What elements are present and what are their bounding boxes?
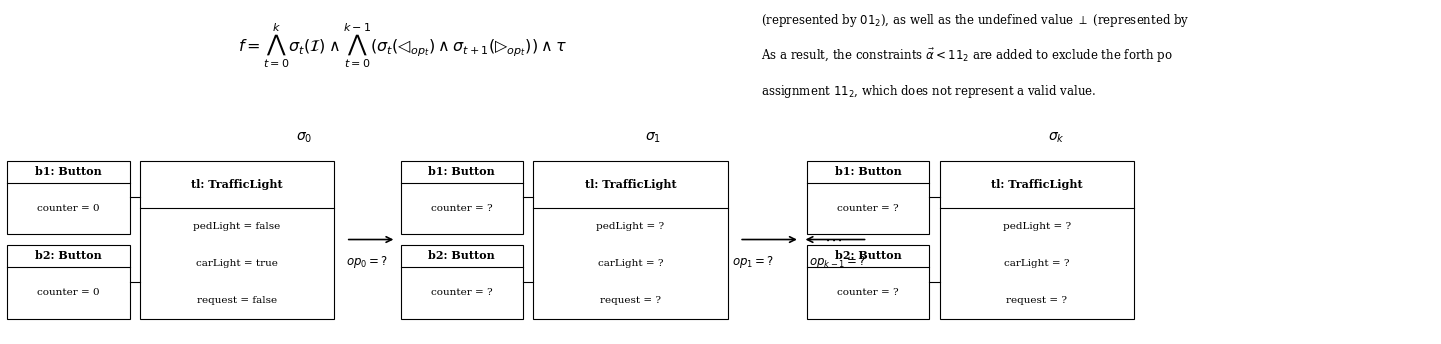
Text: tl: TrafficLight: tl: TrafficLight xyxy=(585,179,676,190)
Text: $op_{k-1} =?$: $op_{k-1} =?$ xyxy=(808,255,866,270)
Text: $\sigma_1$: $\sigma_1$ xyxy=(644,130,661,145)
Text: pedLight = ?: pedLight = ? xyxy=(1003,222,1071,231)
Text: (represented by $01_2$), as well as the undefined value $\perp$ (represented by: (represented by $01_2$), as well as the … xyxy=(761,12,1189,29)
Text: counter = ?: counter = ? xyxy=(431,204,493,213)
Text: $\sigma_k$: $\sigma_k$ xyxy=(1048,130,1065,145)
Text: request = ?: request = ? xyxy=(599,295,661,304)
Text: tl: TrafficLight: tl: TrafficLight xyxy=(991,179,1082,190)
Text: assignment $11_2$, which does not represent a valid value.: assignment $11_2$, which does not repres… xyxy=(761,83,1097,100)
Text: As a result, the constraints $\vec{\alpha} < 11_2$ are added to exclude the fort: As a result, the constraints $\vec{\alph… xyxy=(761,47,1173,65)
Text: b2: Button: b2: Button xyxy=(428,250,496,261)
Text: counter = 0: counter = 0 xyxy=(37,204,99,213)
Text: b1: Button: b1: Button xyxy=(834,166,902,177)
Text: b1: Button: b1: Button xyxy=(428,166,496,177)
Bar xyxy=(940,161,1134,319)
Bar xyxy=(401,161,523,234)
Text: b1: Button: b1: Button xyxy=(35,166,102,177)
Text: b2: Button: b2: Button xyxy=(834,250,902,261)
Text: request = ?: request = ? xyxy=(1006,295,1068,304)
Bar xyxy=(140,161,334,319)
Text: request = false: request = false xyxy=(197,295,277,304)
Text: counter = ?: counter = ? xyxy=(837,288,899,297)
Text: pedLight = ?: pedLight = ? xyxy=(597,222,664,231)
Text: counter = 0: counter = 0 xyxy=(37,288,99,297)
Bar xyxy=(807,161,929,234)
Text: carLight = ?: carLight = ? xyxy=(1004,259,1069,268)
Bar xyxy=(7,161,130,234)
Bar xyxy=(7,245,130,319)
Bar xyxy=(401,245,523,319)
Text: b2: Button: b2: Button xyxy=(35,250,102,261)
Text: carLight = true: carLight = true xyxy=(196,259,278,268)
Text: $op_0 =?$: $op_0 =?$ xyxy=(346,255,389,270)
Text: pedLight = false: pedLight = false xyxy=(193,222,281,231)
Text: $op_1 =?$: $op_1 =?$ xyxy=(732,255,774,270)
Text: carLight = ?: carLight = ? xyxy=(598,259,663,268)
Text: $\cdots$: $\cdots$ xyxy=(824,230,842,248)
Text: $f = \bigwedge_{t=0}^{k} \sigma_t(\mathcal{I}) \wedge \bigwedge_{t=0}^{k-1} (\si: $f = \bigwedge_{t=0}^{k} \sigma_t(\mathc… xyxy=(238,21,566,70)
Bar xyxy=(807,245,929,319)
Text: counter = ?: counter = ? xyxy=(837,204,899,213)
Bar xyxy=(533,161,728,319)
Text: $\sigma_0$: $\sigma_0$ xyxy=(295,130,313,145)
Text: counter = ?: counter = ? xyxy=(431,288,493,297)
Text: tl: TrafficLight: tl: TrafficLight xyxy=(192,179,282,190)
